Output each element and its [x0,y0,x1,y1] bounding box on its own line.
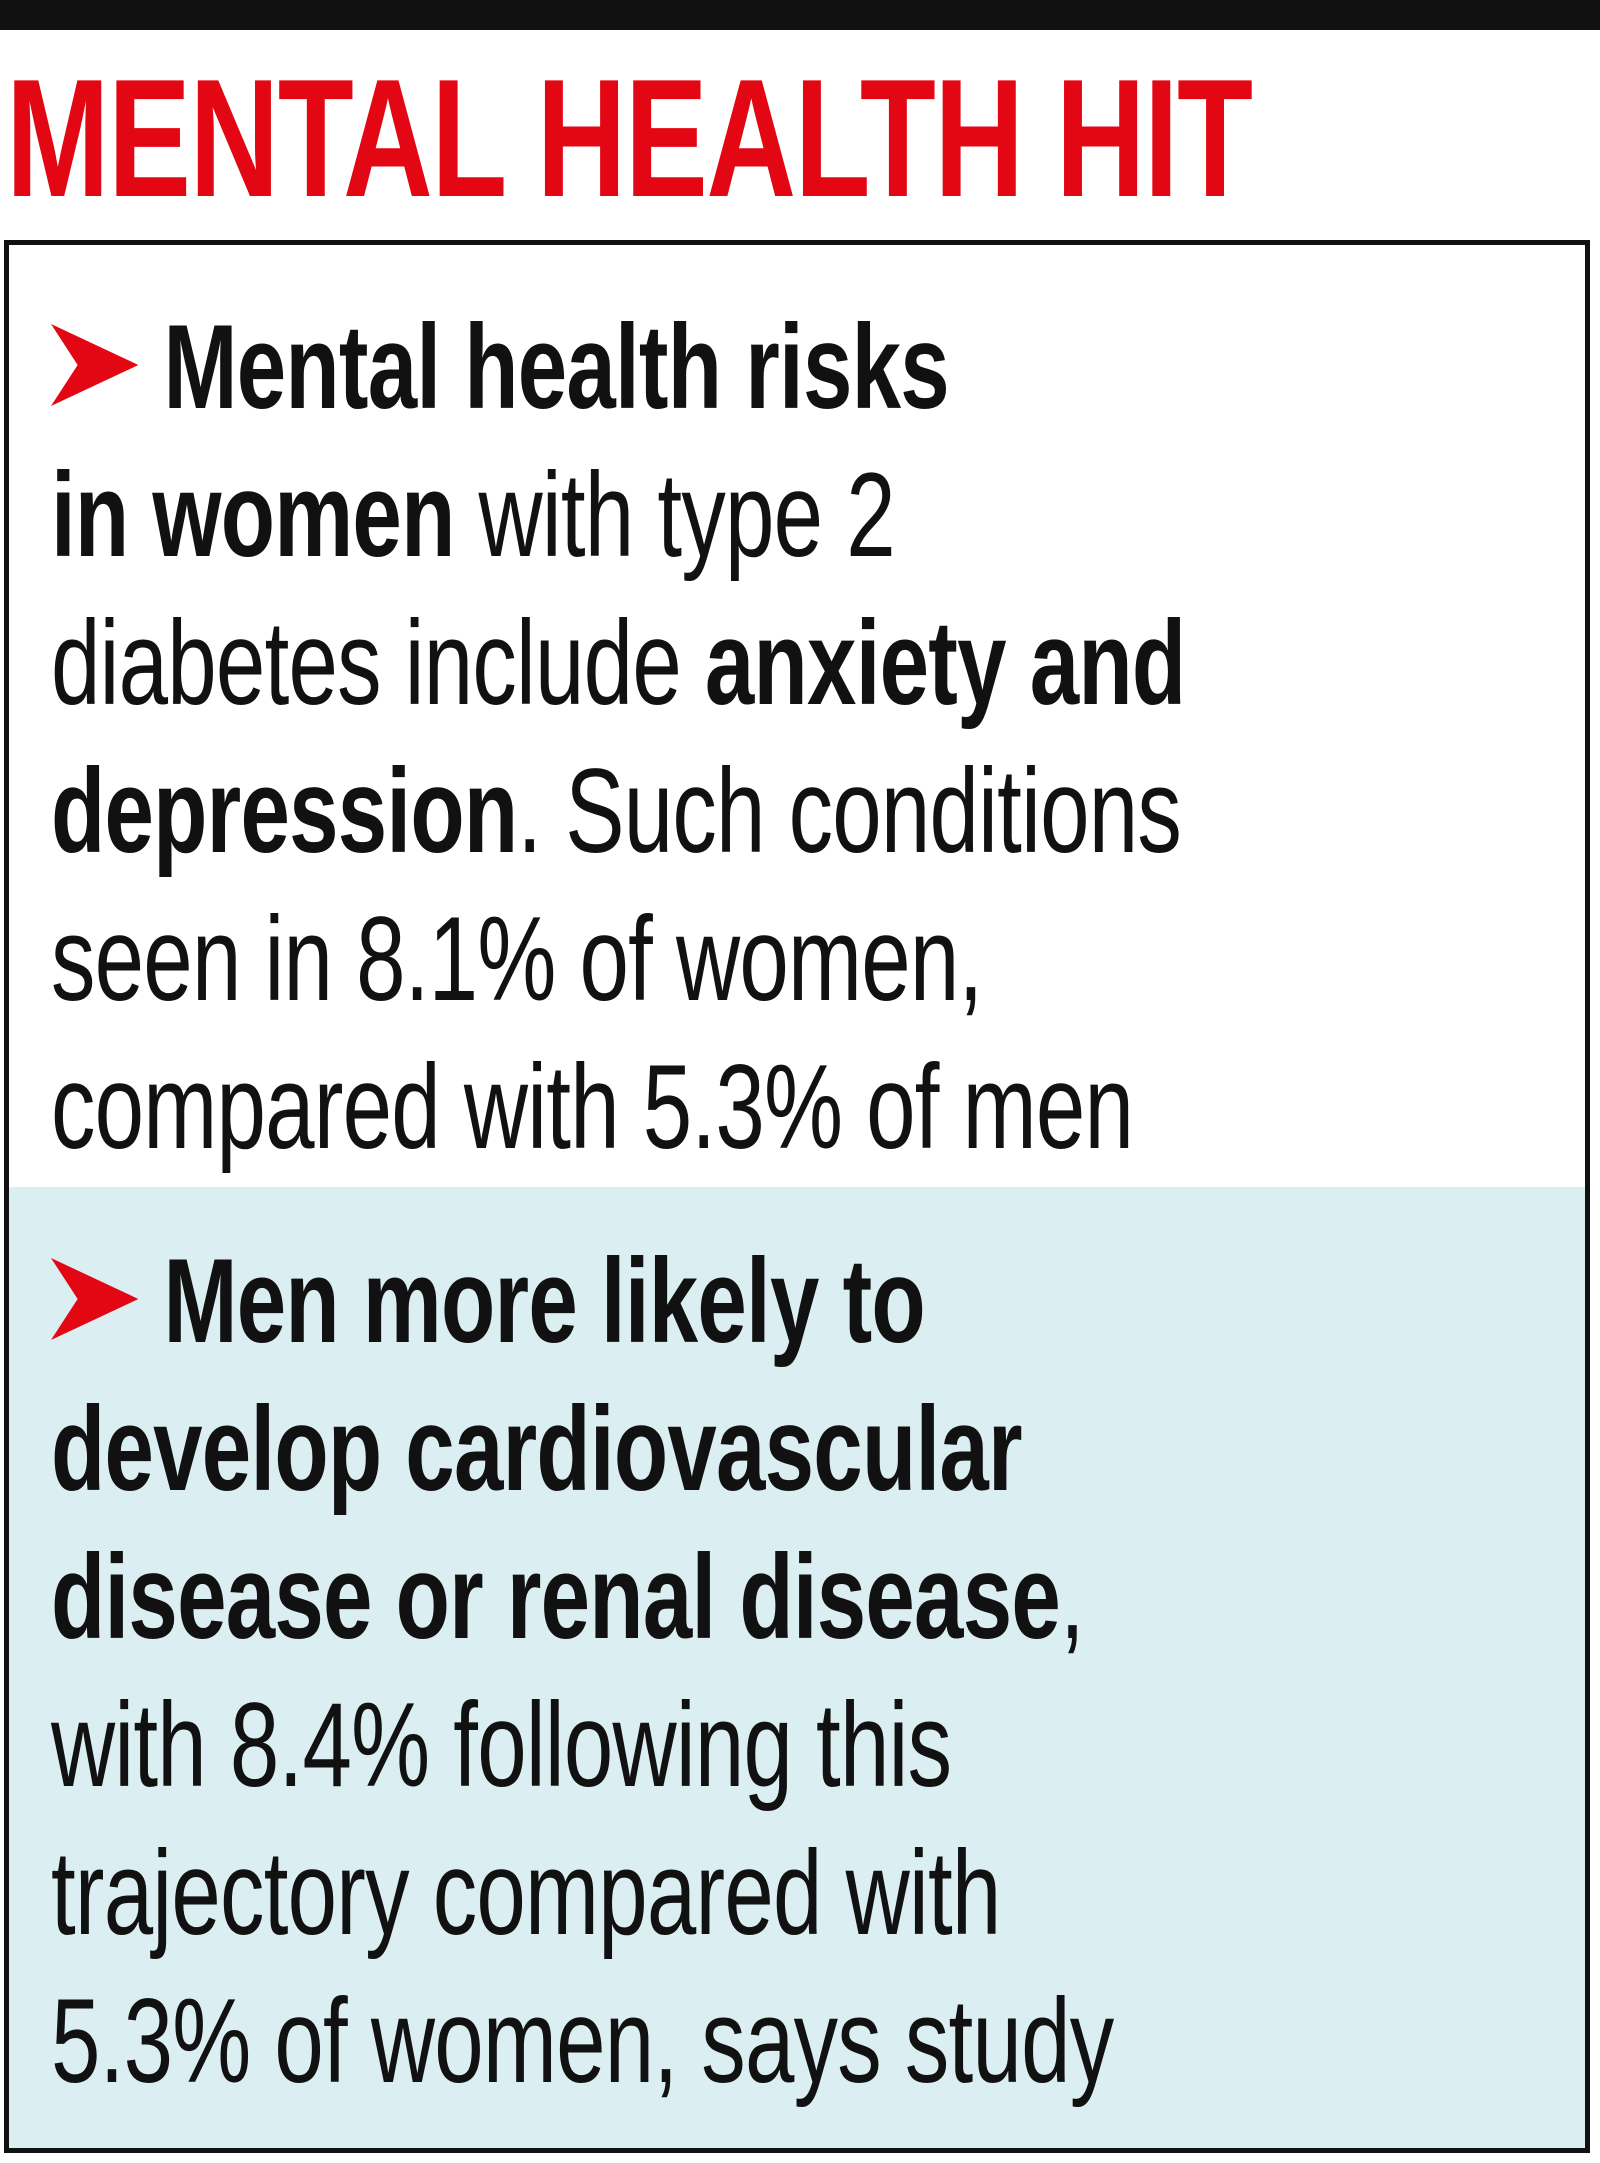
bold-text: disease or renal disease [51,1530,1061,1664]
top-rule [0,0,1600,30]
item-text-2: Men more likely to develop cardiovascular… [51,1227,1568,2115]
text-line: in women with type 2 [51,441,1568,589]
body-text: , [1059,1530,1085,1664]
body-text: with type 2 [454,448,895,582]
red-chevron-arrow-icon [51,1258,139,1340]
bold-text: Men more likely to [163,1234,925,1368]
body-text: . Such conditions [517,744,1182,878]
text-line: develop cardiovascular [51,1375,1568,1523]
body-text: 5.3% of women, says study [51,1974,1114,2108]
text-line: Men more likely to [51,1227,1568,1375]
text-line: trajectory compared with [51,1819,1568,1967]
text-line: 5.3% of women, says study [51,1967,1568,2115]
bold-text: depression [51,744,518,878]
item-panel-2: Men more likely to develop cardiovascular… [9,1187,1585,2148]
body-text: seen in 8.1% of women, [51,892,983,1026]
text-line: depression. Such conditions [51,737,1568,885]
body-text: trajectory compared with [51,1826,1001,1960]
bold-text: anxiety and [704,596,1186,730]
text-line: seen in 8.1% of women, [51,885,1568,1033]
text-line: Mental health risks [51,293,1568,441]
bold-text: Mental health risks [163,300,949,434]
bold-text: develop cardiovascular [51,1382,1023,1516]
bold-text: in women [51,448,455,582]
text-line: disease or renal disease, [51,1523,1568,1671]
red-chevron-arrow-icon [51,324,139,406]
body-text: diabetes include [51,596,705,730]
text-line: diabetes include anxiety and [51,589,1568,737]
headline: MENTAL HEALTH HIT [6,44,1253,232]
text-line: compared with 5.3% of men [51,1033,1568,1181]
text-line: with 8.4% following this [51,1671,1568,1819]
body-text: with 8.4% following this [51,1678,952,1812]
body-text: compared with 5.3% of men [51,1040,1134,1174]
